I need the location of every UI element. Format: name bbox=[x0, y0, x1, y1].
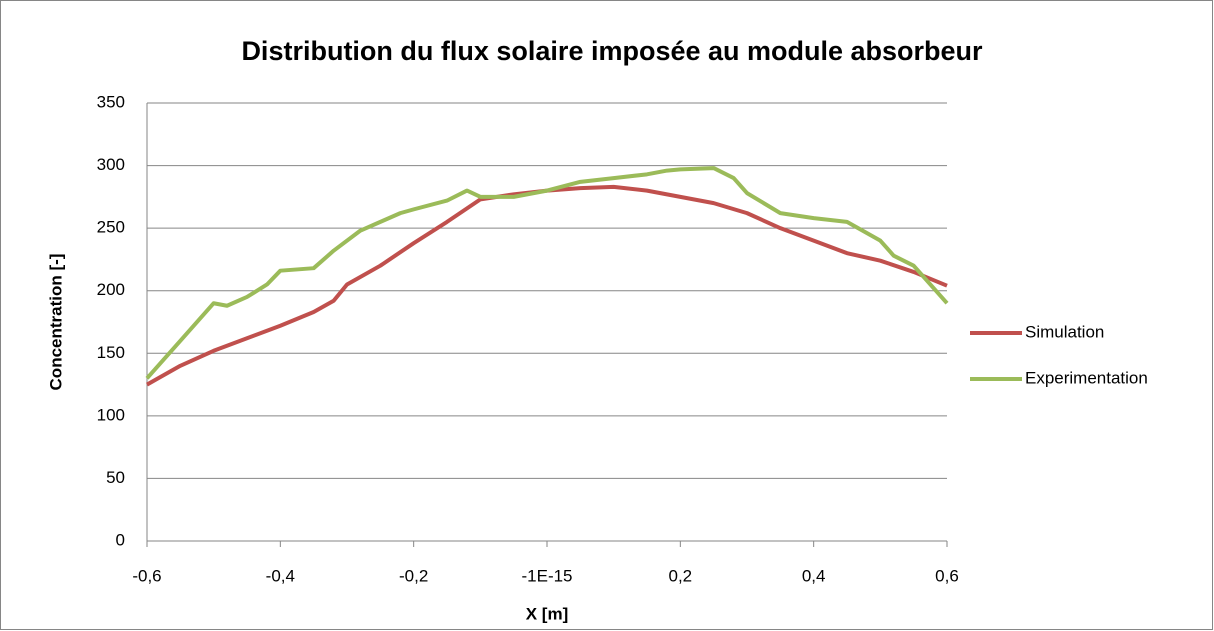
y-axis-label: Concentration [-] bbox=[46, 254, 65, 391]
y-tick-label: 350 bbox=[97, 92, 125, 111]
x-tick-label: 0,2 bbox=[669, 566, 693, 585]
legend-label: Experimentation bbox=[1025, 368, 1148, 387]
y-tick-label: 100 bbox=[97, 405, 125, 424]
y-tick-label: 300 bbox=[97, 155, 125, 174]
x-tick-label: -0,6 bbox=[132, 566, 161, 585]
x-tick-label: -1E-15 bbox=[521, 566, 572, 585]
chart-title: Distribution du flux solaire imposée au … bbox=[241, 36, 983, 66]
x-axis-label: X [m] bbox=[526, 604, 569, 623]
x-tick-label: 0,4 bbox=[802, 566, 826, 585]
x-tick-label: 0,6 bbox=[935, 566, 959, 585]
y-tick-label: 50 bbox=[106, 468, 125, 487]
x-tick-label: -0,4 bbox=[266, 566, 295, 585]
line-series bbox=[145, 166, 949, 380]
legend-label: Simulation bbox=[1025, 322, 1104, 341]
x-tick-label: -0,2 bbox=[399, 566, 428, 585]
y-tick-label: 200 bbox=[97, 280, 125, 299]
y-tick-label: 150 bbox=[97, 343, 125, 362]
y-tick-label: 250 bbox=[97, 218, 125, 237]
y-tick-label: 0 bbox=[116, 530, 125, 549]
